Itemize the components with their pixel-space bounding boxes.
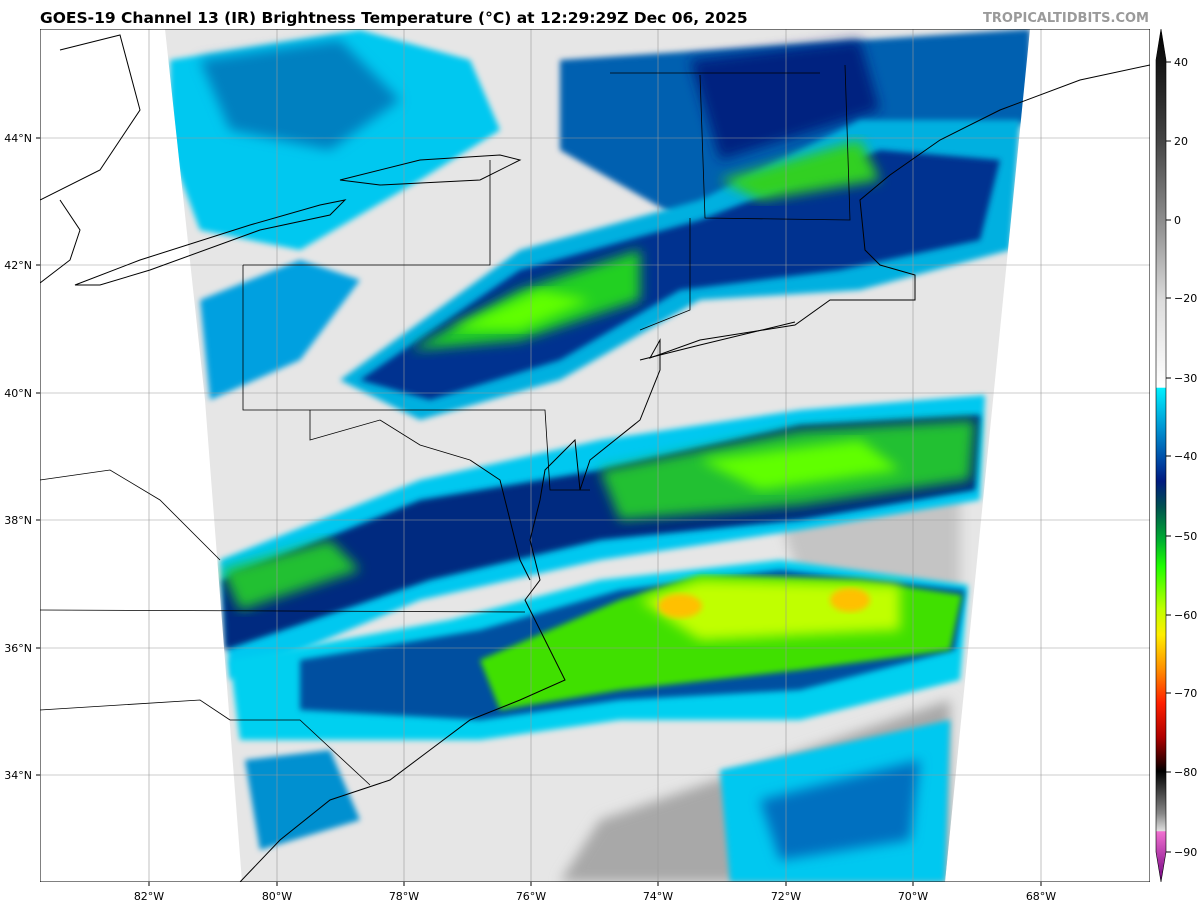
map-title: GOES-19 Channel 13 (IR) Brightness Tempe… [40,9,748,27]
colorbar-tick-label: −20 [1174,292,1197,305]
lat-tick-label: 34°N [4,769,32,782]
colorbar [1155,28,1167,883]
colorbar-tick-label: −50 [1174,530,1197,543]
lat-tick-label: 36°N [4,642,32,655]
colorbar-tick-label: −30 [1174,372,1197,385]
lon-tick-label: 76°W [516,890,546,903]
lon-tick-label: 72°W [771,890,801,903]
lon-tick-label: 82°W [134,890,164,903]
colorbar-tick-label: −60 [1174,609,1197,622]
colorbar-tick-label: −80 [1174,766,1197,779]
satellite-swath [165,29,1030,882]
colorbar-tick-label: 0 [1174,214,1181,227]
gridlines [40,29,1150,882]
lon-tick-label: 80°W [262,890,292,903]
colorbar-tick-label: −90 [1174,846,1197,859]
lon-tick-label: 74°W [643,890,673,903]
lat-tick-label: 40°N [4,387,32,400]
lat-tick-label: 42°N [4,259,32,272]
coastlines [40,34,1150,882]
colorbar-tick-label: −70 [1174,687,1197,700]
lon-tick-label: 70°W [898,890,928,903]
colorbar-tick-label: 40 [1174,56,1188,69]
colorbar-tick-label: −40 [1174,450,1197,463]
lon-tick-label: 68°W [1026,890,1056,903]
lon-tick-label: 78°W [389,890,419,903]
brand-watermark: TROPICALTIDBITS.COM [983,11,1149,26]
colorbar-tick-label: 20 [1174,135,1188,148]
lat-tick-label: 44°N [4,132,32,145]
state-borders [40,64,851,786]
lat-tick-label: 38°N [4,514,32,527]
